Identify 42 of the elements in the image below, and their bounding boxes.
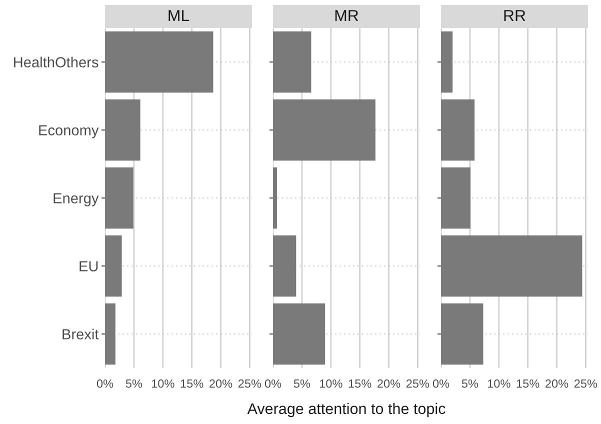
x-tick-label: 10% <box>488 379 510 388</box>
x-tick-label: 15% <box>516 379 540 388</box>
bar <box>273 235 296 297</box>
x-tick-label: 15% <box>348 379 372 388</box>
x-tick-label: 25% <box>238 379 262 388</box>
x-tick-label: 0% <box>96 379 114 388</box>
bar <box>441 303 484 365</box>
bar <box>273 99 376 161</box>
x-tick-label: 0% <box>264 379 282 388</box>
bar <box>105 303 116 365</box>
x-tick-label: 0% <box>432 379 450 388</box>
x-tick-label: 25% <box>574 379 598 388</box>
y-tick-label: EU <box>80 261 98 272</box>
x-tick-label: 20% <box>210 379 232 388</box>
bar <box>105 235 122 297</box>
bar <box>441 99 475 161</box>
bar <box>105 99 140 161</box>
x-axis-title: Average attention to the topic <box>247 402 446 418</box>
y-tick-label: Brexit <box>62 328 99 340</box>
chart-title: MR <box>335 10 358 22</box>
bar <box>441 167 471 229</box>
bar <box>273 167 278 229</box>
x-tick-label: 15% <box>180 379 204 388</box>
x-tick-label: 5% <box>294 379 310 388</box>
chart-title: ML <box>168 10 190 22</box>
bar <box>273 303 326 365</box>
x-tick-label: 5% <box>126 379 142 388</box>
bar <box>273 31 312 93</box>
y-tick-label: Economy <box>39 125 99 138</box>
bar <box>441 235 582 297</box>
chart-title: RR <box>504 10 526 22</box>
x-tick-label: 25% <box>406 379 430 388</box>
x-tick-label: 20% <box>546 379 568 388</box>
bar <box>105 167 134 229</box>
x-tick-label: 10% <box>320 379 342 388</box>
x-tick-label: 20% <box>378 379 400 388</box>
bar <box>105 31 214 93</box>
x-tick-label: 5% <box>462 379 478 388</box>
y-tick-label: Energy <box>54 193 99 206</box>
x-tick-label: 10% <box>152 379 174 388</box>
y-tick-label: HealthOthers <box>14 56 98 68</box>
bar <box>441 31 453 93</box>
